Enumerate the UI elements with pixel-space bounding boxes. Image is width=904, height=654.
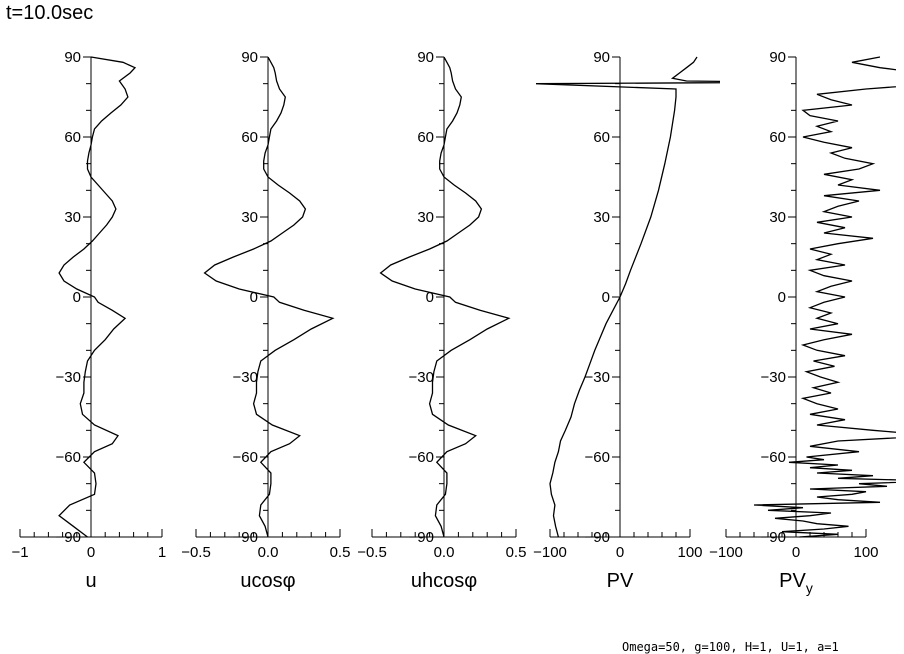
x-tick-label: 1 [158,544,166,561]
y-tick-label: 0 [73,289,81,306]
y-tick-label: 0 [426,289,434,306]
series-line-ucos [203,56,335,538]
y-tick-label: 60 [593,129,610,146]
x-tick-label: 0.0 [258,544,279,561]
series-line-pv [535,56,720,538]
y-tick-label: 60 [64,129,81,146]
y-tick-label: −60 [56,449,81,466]
series-line-u [58,56,137,538]
x-tick-label: 0 [616,544,624,561]
y-tick-label: 30 [64,209,81,226]
parameters-footer: Omega=50, g=100, H=1, U=1, a=1 [622,640,839,654]
panel-pv: −100 0 100 −90 −60 −30 0 30 60 90 PV [533,49,720,592]
panel-ucos: −0.5 0.0 0.5 −90 −60 −30 0 30 60 90 ucosφ [181,49,350,592]
x-tick-label: 0 [792,544,800,561]
y-tick-label: 30 [417,209,434,226]
x-axis-title: PVy [779,570,813,596]
x-axis-title: PV [607,570,634,592]
y-tick-label: 90 [593,49,610,66]
y-tick-label: 30 [593,209,610,226]
series-line-pvy [753,56,896,538]
x-tick-label: 0.5 [330,544,351,561]
panel-u: −1 0 1 −90 −60 −30 0 30 60 90 u [11,49,166,592]
x-tick-label: −0.5 [181,544,211,561]
y-tick-label: −30 [761,369,786,386]
y-tick-label: 90 [64,49,81,66]
y-tick-label: −60 [585,449,610,466]
y-tick-label: −30 [233,369,258,386]
series-line-uhcos [379,56,511,538]
y-tick-label: −30 [585,369,610,386]
panel-uhcos: −0.5 0.0 0.5 −90 −60 −30 0 30 60 90 uhcosφ [357,49,526,592]
x-axis-title: ucosφ [240,570,295,592]
y-tick-label: 0 [602,289,610,306]
x-tick-label: 0.5 [506,544,527,561]
x-tick-label: −100 [533,544,567,561]
y-tick-label: 90 [241,49,258,66]
x-tick-label: −0.5 [357,544,387,561]
y-tick-label: −30 [409,369,434,386]
y-tick-label: −90 [761,529,786,546]
x-tick-label: 100 [677,544,702,561]
time-label: t=10.0sec [6,2,93,24]
panel-pvy: −100 0 100 −90 −60 −30 0 30 60 90 PVy [709,49,896,596]
y-tick-label: 0 [778,289,786,306]
y-tick-label: −90 [233,529,258,546]
y-tick-label: −60 [409,449,434,466]
y-tick-label: 0 [250,289,258,306]
y-tick-label: −30 [56,369,81,386]
y-tick-label: −90 [409,529,434,546]
y-tick-label: −90 [585,529,610,546]
y-tick-label: 30 [241,209,258,226]
y-tick-label: 30 [769,209,786,226]
y-tick-label: −60 [233,449,258,466]
x-tick-label: −100 [709,544,743,561]
y-tick-label: 60 [241,129,258,146]
y-tick-label: 90 [417,49,434,66]
y-tick-label: 60 [417,129,434,146]
x-tick-label: 0 [87,544,95,561]
y-tick-label: 90 [769,49,786,66]
y-tick-label: −60 [761,449,786,466]
x-tick-label: 0.0 [434,544,455,561]
x-axis-title: uhcosφ [411,570,477,592]
x-tick-label: −1 [11,544,28,561]
y-tick-label: 60 [769,129,786,146]
x-tick-label: 100 [853,544,878,561]
y-tick-label: −90 [56,529,81,546]
x-axis-title: u [85,570,96,592]
